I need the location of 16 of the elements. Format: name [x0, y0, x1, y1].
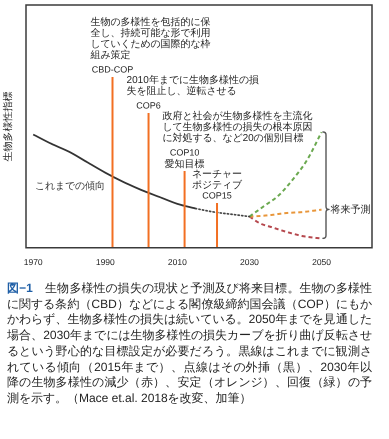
annotation: 政府と社会が生物多様性を主流化して生物多様性の損失の根本原因に対処する、など20の個別目標	[162, 110, 313, 144]
x-tick-label: 1970	[24, 257, 43, 268]
x-tick-label: 2050	[312, 257, 332, 268]
series-label: これまでの傾向	[35, 180, 106, 192]
text: 生物の多様性を包括的に保全し、持続可能な形で利用していくための国際的な枠組み策定	[90, 16, 210, 61]
x-tick-label: 2030	[240, 257, 260, 268]
text: 図−1 生物多様性の損失の現状と予測及び将来目標。生物の多様性に関する条約（CBD）などによる閣僚級締約国会議（COP）にもかかわらず、生物多様性の損失は続いている。2050年までを見通した場合、2030年までには生物多様性の損失カーブを折り曲げ反転させるという野心的な目標設定が必要だろう。黒線はこれまでに観測されている傾向（2015年まで）、点線はその外挿（黒）、2030年以降の生物多様性の減少（赤）、安定（オレンジ）、回復（緑）の予測を示す。（Mace et.al. 2018を改変、加筆）	[7, 281, 372, 405]
ref-line-label: CBD-COP	[92, 64, 134, 74]
y-axis-title: 生物多様性指標	[2, 91, 14, 162]
x-tick-label: 1990	[96, 257, 116, 268]
ref-line-label: COP6	[136, 100, 161, 110]
ref-line-label: ネーチャーポジティブ COP15	[192, 168, 244, 200]
x-tick-label: 2010	[168, 257, 188, 268]
text: 2010年までに生物多様性の損失を阻止し、逆転させる	[126, 74, 259, 97]
annotation: 将来予測	[330, 203, 371, 216]
ref-line-label: COP10 愛知目標	[164, 147, 205, 170]
